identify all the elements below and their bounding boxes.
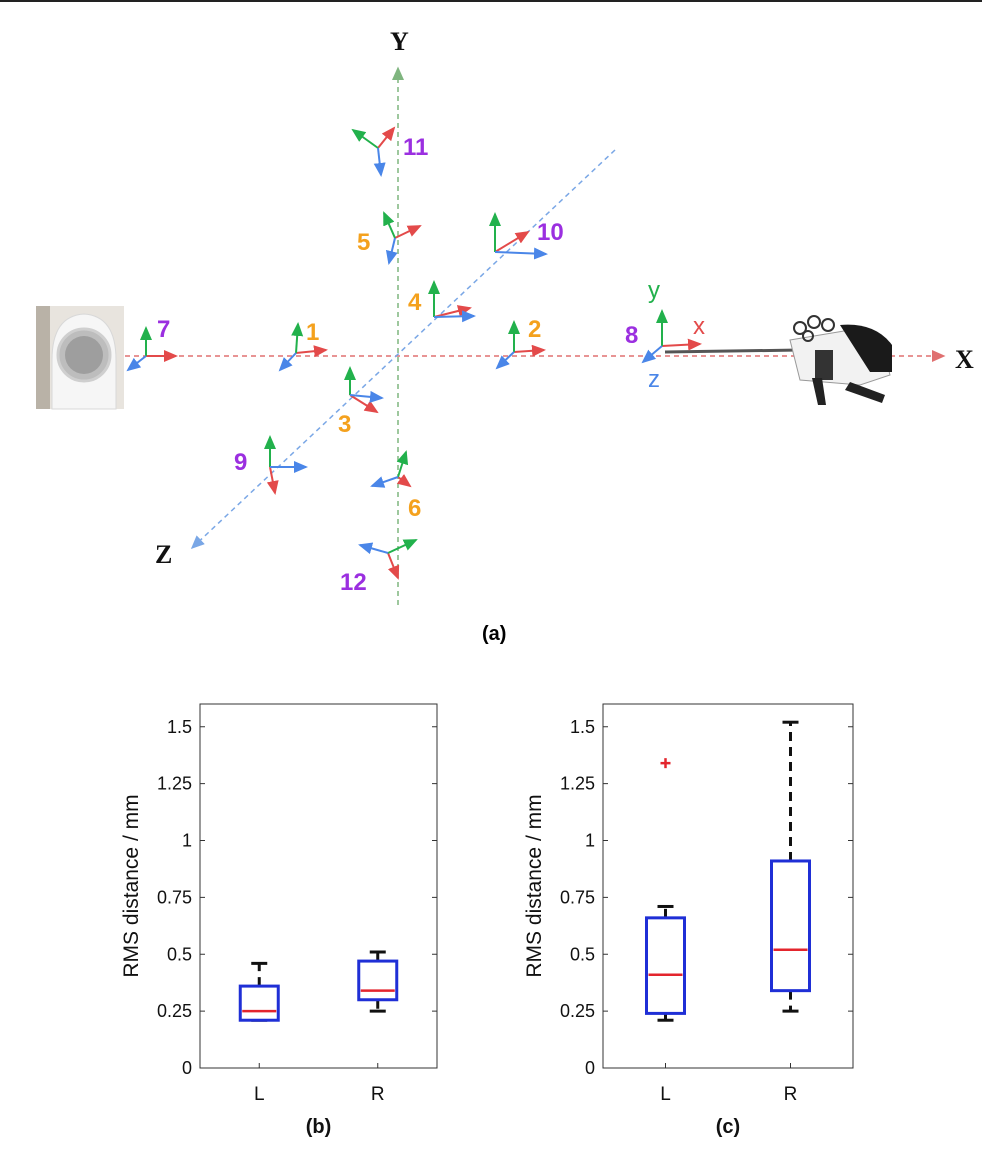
coordinate-diagram: X Y Z 7 1 2: [36, 27, 974, 645]
frame-9: 9: [234, 435, 308, 495]
y-axis-label-c: RMS distance / mm: [523, 794, 546, 977]
box-l: [645, 916, 686, 1015]
marker-label-3: 3: [338, 411, 351, 438]
caption-b: (b): [306, 1116, 332, 1138]
marker-label-10: 10: [537, 219, 564, 246]
global-z-axis: [190, 149, 616, 550]
marker-label-11: 11: [403, 134, 428, 161]
plot-frame-b: [199, 703, 438, 1069]
target-photo: [36, 306, 124, 410]
x-tick-label-c: L: [660, 1084, 671, 1105]
top-rule: [0, 0, 982, 2]
marker-label-9: 9: [234, 449, 247, 476]
y-tick-label-c: 1.5: [570, 717, 595, 737]
x-tick-label-b: R: [371, 1084, 385, 1105]
y-tick-label-b: 1: [182, 831, 192, 851]
frame-10: 10: [489, 212, 564, 260]
y-tick-label-b: 1.5: [167, 717, 192, 737]
y-tick-label-c: 0.25: [560, 1001, 595, 1021]
y-tick-label-c: 1: [585, 831, 595, 851]
local-axis-label-z: z: [648, 366, 660, 393]
y-axis-label-b: RMS distance / mm: [120, 794, 143, 977]
local-axis-label-x: x: [693, 313, 705, 340]
boxplot-b: 0 0.25 0.5 0.75 1 1.25 1.5 RMS distance / mm L R (…: [120, 703, 438, 1138]
y-tick-label-c: 0.75: [560, 887, 595, 907]
caption-c: (c): [716, 1116, 740, 1138]
frame-11: 11: [351, 126, 428, 177]
marker-label-12: 12: [340, 569, 367, 596]
box-l: [238, 984, 280, 1022]
marker-label-1: 1: [306, 319, 319, 346]
y-tick-label-b: 0.25: [157, 1001, 192, 1021]
y-tick-label-b: 1.25: [157, 774, 192, 794]
frame-3: 3: [338, 366, 384, 438]
y-tick-label-c: 0.5: [570, 944, 595, 964]
marker-label-6: 6: [408, 495, 421, 522]
axis-label-y: Y: [390, 27, 409, 56]
frame-5: 5: [357, 211, 422, 265]
marker-label-2: 2: [528, 316, 541, 343]
y-tick-label-c: 1.25: [560, 774, 595, 794]
y-tick-label-b: 0.5: [167, 944, 192, 964]
y-tick-label-c: 0: [585, 1058, 595, 1078]
instrument-photo: [664, 315, 892, 405]
box-r: [357, 959, 399, 1002]
marker-label-8: 8: [625, 322, 638, 349]
frame-7: 7: [126, 316, 178, 372]
marker-label-5: 5: [357, 229, 370, 256]
axis-label-z: Z: [155, 540, 172, 569]
plot-frame-c: [602, 703, 854, 1069]
marker-label-7: 7: [157, 316, 170, 343]
x-tick-label-b: L: [254, 1084, 265, 1105]
box-r: [770, 859, 811, 993]
frame-4: 4: [408, 280, 476, 323]
local-axis-label-y: y: [648, 277, 660, 304]
axis-label-x: X: [955, 345, 974, 374]
frame-1: 1: [278, 319, 328, 372]
x-tick-label-c: R: [784, 1084, 798, 1105]
y-tick-label-b: 0.75: [157, 887, 192, 907]
frame-2: 2: [495, 316, 546, 370]
frame-12: 12: [340, 539, 418, 596]
frame-6: 6: [370, 450, 421, 522]
frame-8: 8 x y z: [625, 277, 705, 393]
y-tick-label-b: 0: [182, 1058, 192, 1078]
boxplot-c: 0 0.25 0.5 0.75 1 1.25 1.5 RMS distance / mm L R (…: [523, 703, 854, 1138]
marker-label-4: 4: [408, 289, 422, 316]
caption-a: (a): [482, 623, 506, 645]
